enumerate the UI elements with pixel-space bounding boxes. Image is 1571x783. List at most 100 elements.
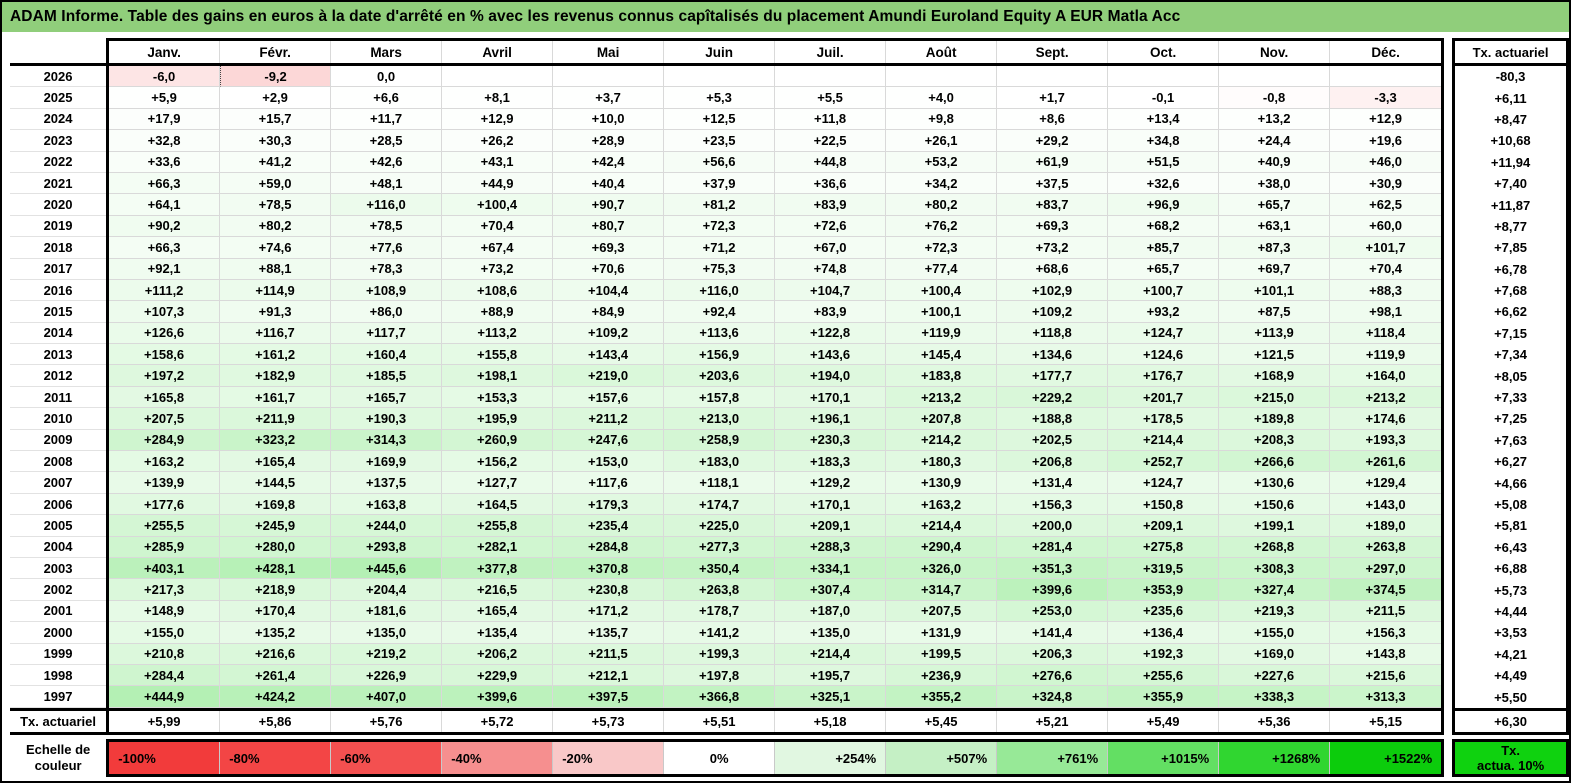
gain-cell: +69,3 (997, 215, 1109, 238)
gain-cell: +165,4 (442, 600, 554, 623)
gain-cell: +215,0 (1219, 386, 1331, 409)
actuarial-value: +5,08 (1494, 497, 1527, 512)
year-label: 2019 (10, 216, 107, 238)
gain-cell: +399,6 (997, 579, 1109, 601)
gain-cell: +174,6 (1330, 408, 1442, 430)
gain-cell: +204,4 (331, 579, 443, 601)
gain-cell: +200,0 (997, 515, 1109, 537)
gain-cell: +68,2 (1108, 215, 1220, 238)
actuarial-rate-cell: +5,45 (886, 710, 998, 733)
gain-cell: +70,4 (1330, 258, 1442, 280)
gain-cell: +136,4 (1108, 622, 1220, 644)
gain-cell: +235,4 (553, 515, 665, 537)
gain-cell: +78,5 (331, 215, 443, 238)
table-row: +148,9 +170,4 +181,6 +165,4 +171,2 +178,7 +187… (109, 600, 1442, 623)
gain-cell: +6,6 (331, 87, 443, 109)
gain-cell: +122,8 (775, 322, 887, 345)
table-row: +92,1 +88,1 +78,3 +73,2 +70,6 +75,3 +74,8 +77,4… (109, 258, 1442, 280)
gain-cell: +280,0 (220, 536, 332, 558)
gain-cell: +32,8 (109, 130, 221, 152)
gain-cell: +197,2 (109, 365, 221, 387)
gain-cell: +178,5 (1108, 408, 1220, 430)
legend-scale-cell: +761% (997, 742, 1109, 775)
gain-cell: +169,0 (1219, 643, 1331, 665)
gain-cell: +217,3 (109, 579, 221, 601)
gain-cell: +314,7 (886, 579, 998, 601)
actuarial-value: +7,25 (1494, 411, 1527, 427)
gain-cell: +4,0 (886, 87, 998, 109)
gain-cell: +211,5 (553, 643, 665, 665)
year-label: 2024 (10, 109, 107, 131)
year-label: 1999 (10, 644, 107, 665)
gain-cell (886, 66, 998, 88)
gain-cell: +182,9 (220, 365, 332, 387)
gain-cell (997, 66, 1109, 88)
gain-cell: +1,7 (997, 87, 1109, 109)
table-row: +139,9 +144,5 +137,5 +127,7 +117,6 +118,1 +129… (109, 472, 1442, 494)
gain-cell: +377,8 (442, 557, 554, 580)
gain-cell: +161,7 (220, 386, 332, 409)
gain-cell: +53,2 (886, 151, 998, 173)
gain-cell (1219, 66, 1331, 88)
gain-cell: +12,9 (442, 108, 554, 131)
gain-cell: +101,7 (1330, 237, 1442, 259)
table-row: +403,1 +428,1 +445,6 +377,8 +370,8 +350,4 +334… (109, 557, 1442, 580)
actuarial-value: -80,3 (1495, 69, 1526, 85)
gain-cell: +163,2 (109, 451, 221, 473)
gain-cell: +84,9 (553, 301, 665, 323)
table-row: +158,6 +161,2 +160,4 +155,8 +143,4 +156,9 +143… (109, 344, 1442, 366)
gain-cell: +176,7 (1108, 365, 1220, 387)
year-label: 2008 (10, 451, 107, 473)
month-header-cell: Oct. (1108, 41, 1220, 63)
gain-cell: +72,6 (775, 215, 887, 238)
gain-cell: +32,6 (1108, 172, 1220, 195)
actuarial-rate-column: Tx. actuariel -80,3 +6,11 +8,47 +10,68 +11,94… (1452, 38, 1569, 736)
gain-cell: +214,4 (886, 515, 998, 537)
gain-cell: +263,8 (1330, 536, 1442, 558)
actuarial-value: +6,11 (1494, 90, 1527, 106)
gain-cell: +324,8 (997, 686, 1109, 708)
legend-scale-cell: -60% (331, 742, 443, 775)
gain-cell: +34,8 (1108, 130, 1220, 152)
gain-cell: +11,7 (331, 108, 443, 131)
gain-cell: +116,7 (220, 322, 332, 345)
gain-cell: +141,2 (664, 622, 776, 644)
gain-cell: +285,9 (109, 536, 221, 558)
gain-cell: +87,3 (1219, 237, 1331, 259)
gain-cell: +92,1 (109, 258, 221, 280)
legend-scale-cell: +254% (775, 742, 887, 775)
actuarial-value: +7,33 (1494, 390, 1527, 406)
gain-cell: +62,5 (1330, 194, 1442, 216)
gain-cell: +156,3 (997, 493, 1109, 516)
gain-cell: +93,2 (1108, 301, 1220, 323)
actuarial-value: +7,85 (1494, 240, 1527, 256)
year-label: 2013 (10, 344, 107, 366)
gain-cell: 0,0 (331, 66, 443, 88)
gain-cell: +37,9 (664, 172, 776, 195)
gain-cell: +214,2 (886, 429, 998, 452)
gain-cell: +199,3 (664, 643, 776, 665)
gain-cell: +165,4 (220, 451, 332, 473)
gain-cell: +74,6 (220, 237, 332, 259)
gain-cell: +9,8 (886, 108, 998, 131)
gain-cell: +144,5 (220, 472, 332, 494)
gain-cell: +117,6 (553, 472, 665, 494)
gain-cell: +17,9 (109, 108, 221, 131)
gain-cell: +40,4 (553, 172, 665, 195)
actuarial-value: +6,27 (1494, 454, 1527, 470)
gain-cell: +179,3 (553, 493, 665, 516)
actuarial-value: +11,94 (1490, 154, 1531, 170)
gain-cell: +218,9 (220, 579, 332, 601)
gain-cell: +255,5 (109, 515, 221, 537)
gain-cell: +210,8 (109, 643, 221, 665)
table-row: +5,9 +2,9 +6,6 +8,1 +3,7 +5,3 +5,5 +4,0 +1,7 -0,1… (109, 87, 1442, 109)
gain-cell: +157,8 (664, 386, 776, 409)
gain-cell: +399,6 (442, 686, 554, 708)
gain-cell: +206,3 (997, 643, 1109, 665)
gain-cell: +113,6 (664, 322, 776, 345)
gain-cell: +90,2 (109, 215, 221, 238)
year-label: 2007 (10, 472, 107, 494)
gain-cell: +145,4 (886, 344, 998, 366)
gain-cell: +8,1 (442, 87, 554, 109)
gain-cell: +130,6 (1219, 472, 1331, 494)
